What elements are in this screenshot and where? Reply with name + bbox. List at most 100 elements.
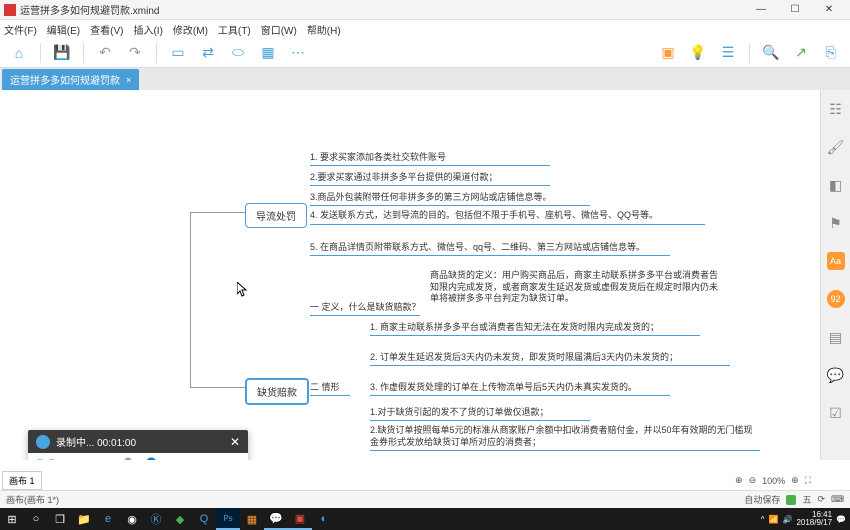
ps-icon[interactable]: Ps <box>216 508 240 530</box>
xmind-icon[interactable]: ▣ <box>288 508 312 530</box>
keyboard-icon[interactable]: ⌨ <box>831 494 844 505</box>
tray-up-icon[interactable]: ^ <box>761 515 765 524</box>
zoom-in-icon[interactable]: ⊕ <box>791 475 799 486</box>
menu-edit[interactable]: 编辑(E) <box>47 22 80 37</box>
app-icon-2[interactable]: ◆ <box>168 508 192 530</box>
zoom-control[interactable]: ⊕ ⊖ 100% ⊕ ⛶ <box>731 473 815 488</box>
recorder-status: 录制中... 00:01:00 <box>56 434 136 449</box>
tab-label: 运营拼多多如何规避罚款 <box>10 72 120 87</box>
subtopic-icon[interactable]: ⇄ <box>199 44 217 62</box>
screen-recorder-panel[interactable]: 录制中... 00:01:00 ✕ ❚❚ ■ . . . . 🎤 👤 ✎▾ <box>28 430 248 460</box>
topic-line[interactable]: 2.缺货订单按照每单5元的标准从商家账户余额中扣收消费者赔付金，并以50年有效期… <box>370 425 760 451</box>
pen-icon[interactable]: ✎▾ <box>170 457 189 460</box>
tray-date: 2018/9/17 <box>796 519 832 527</box>
app-icon-3[interactable]: Q <box>192 508 216 530</box>
zoom-fit-icon[interactable]: ⊕ <box>735 475 743 486</box>
start-button[interactable]: ⊞ <box>0 508 24 530</box>
app-icon-5[interactable]: ◐ <box>312 508 336 530</box>
recorder-close-icon[interactable]: ✕ <box>230 435 240 449</box>
node-daoliu[interactable]: 导流处罚 <box>245 203 307 228</box>
edge-icon[interactable]: e <box>96 508 120 530</box>
present-icon[interactable]: ▣ <box>659 44 677 62</box>
zoom-out-icon[interactable]: ⊖ <box>749 475 757 486</box>
idea-icon[interactable]: 💡 <box>689 44 707 62</box>
topic-line[interactable]: 2.要求买家通过非拼多多平台提供的渠道付款； <box>310 170 550 186</box>
tray-net-icon[interactable]: 📶 <box>769 515 779 524</box>
task-icon[interactable]: ☑ <box>827 404 845 422</box>
gantt-icon[interactable]: ☰ <box>719 44 737 62</box>
relationship-icon[interactable]: ⬭ <box>229 44 247 62</box>
menu-tools[interactable]: 工具(T) <box>218 22 251 37</box>
status-bar: 画布(画布 1*) 自动保存 五 ⟳ ⌨ <box>0 490 850 508</box>
flag-icon[interactable]: ⚑ <box>827 214 845 232</box>
icon-panel-icon[interactable]: Aa <box>827 252 845 270</box>
note-icon[interactable]: ▤ <box>827 328 845 346</box>
right-sidebar: ☷ 🖌 ◧ ⚑ Aa 92 ▤ 💬 ☑ <box>820 90 850 460</box>
camera-icon <box>36 435 50 449</box>
app-icon-4[interactable]: ▦ <box>240 508 264 530</box>
mouse-cursor <box>237 282 249 298</box>
maximize-button[interactable]: ☐ <box>778 0 812 20</box>
cortana-icon[interactable]: ○ <box>24 508 48 530</box>
app-icon-1[interactable]: Ⓚ <box>144 508 168 530</box>
taskview-icon[interactable]: ❐ <box>48 508 72 530</box>
pause-icon[interactable]: ❚❚ <box>34 457 57 460</box>
topic-line[interactable]: 1.对于缺货引起的发不了货的订单做仅退款； <box>370 405 590 421</box>
taskbar: ⊞ ○ ❐ 📁 e ◉ Ⓚ ◆ Q Ps ▦ 💬 ▣ ◐ ^ 📶 🔊 16:41… <box>0 508 850 530</box>
topic-line[interactable]: 3. 作虚假发货处理的订单在上传物流单号后5天内仍未真实发货的。 <box>370 380 670 396</box>
topic-icon[interactable]: ▭ <box>169 44 187 62</box>
tab-close-icon[interactable]: × <box>126 75 131 85</box>
fullscreen-icon[interactable]: ⛶ <box>805 475 811 486</box>
menu-help[interactable]: 帮助(H) <box>307 22 341 37</box>
topic-line[interactable]: 1. 要求买家添加各类社交软件账号 <box>310 150 550 166</box>
ime-icon[interactable] <box>786 495 796 505</box>
webcam-icon[interactable]: 👤 <box>143 457 160 460</box>
menu-insert[interactable]: 插入(I) <box>133 22 162 37</box>
comment-icon[interactable]: 💬 <box>827 366 845 384</box>
mic-icon[interactable]: 🎤 <box>115 457 132 460</box>
topic-line[interactable]: 3.商品外包装附带任何非拼多多的第三方网站或店铺信息等。 <box>310 190 590 206</box>
search-icon[interactable]: 🔍 <box>762 44 780 62</box>
wechat-icon[interactable]: 💬 <box>264 508 288 530</box>
undo-icon[interactable]: ↶ <box>96 44 114 62</box>
node-quehuo[interactable]: 缺货赔款 <box>245 378 309 405</box>
share-icon[interactable]: ↗ <box>792 44 810 62</box>
tray-vol-icon[interactable]: 🔊 <box>782 515 792 524</box>
topic-line[interactable]: 2. 订单发生延迟发货后3天内仍未发货，即发货时限届满后3天内仍未发货的； <box>370 350 730 366</box>
status-left: 画布(画布 1*) <box>6 493 59 506</box>
topic-line[interactable]: 4. 发送联系方式，达到导流的目的。包括但不限于手机号、座机号、微信号、QQ号等… <box>310 210 705 225</box>
minimize-button[interactable]: — <box>744 0 778 20</box>
redo-icon[interactable]: ↷ <box>126 44 144 62</box>
document-tab[interactable]: 运营拼多多如何规避罚款 × <box>2 69 139 90</box>
zoom-value: 100% <box>762 476 785 486</box>
menu-view[interactable]: 查看(V) <box>90 22 123 37</box>
export-icon[interactable]: ⎘ <box>822 44 840 62</box>
explorer-icon[interactable]: 📁 <box>72 508 96 530</box>
mindmap-canvas[interactable]: 导流处罚 1. 要求买家添加各类社交软件账号 2.要求买家通过非拼多多平台提供的… <box>0 90 820 460</box>
format-icon[interactable]: 🖌 <box>827 138 845 156</box>
topic-line[interactable]: 1. 商家主动联系拼多多平台或消费者告知无法在发货时限内完成发货的； <box>370 320 700 336</box>
marker-icon[interactable]: ◧ <box>827 176 845 194</box>
menu-file[interactable]: 文件(F) <box>4 22 37 37</box>
system-tray[interactable]: ^ 📶 🔊 16:41 2018/9/17 💬 <box>761 511 850 527</box>
stop-icon[interactable]: ■ <box>67 458 75 461</box>
menu-window[interactable]: 窗口(W) <box>261 22 297 37</box>
topic-text[interactable]: 商品缺货的定义：用户购买商品后，商家主动联系拼多多平台或消费者告知限内完成发货，… <box>430 270 720 305</box>
sync-icon[interactable]: ⟳ <box>817 494 825 505</box>
chrome-icon[interactable]: ◉ <box>120 508 144 530</box>
canvas-tab[interactable]: 画布 1 <box>2 471 42 490</box>
save-icon[interactable]: 💾 <box>53 44 71 62</box>
tab-bar: 运营拼多多如何规避罚款 × <box>0 68 850 90</box>
topic-line[interactable]: 5. 在商品详情页附带联系方式、微信号、qq号、二维码、第三方网站或店铺信息等。 <box>310 240 670 256</box>
notif-icon[interactable]: 💬 <box>836 515 846 524</box>
close-button[interactable]: ✕ <box>812 0 846 20</box>
home-icon[interactable]: ⌂ <box>10 44 28 62</box>
menu-modify[interactable]: 修改(M) <box>173 22 208 37</box>
topic-line[interactable]: 二 情形 <box>310 380 350 396</box>
menu-bar: 文件(F) 编辑(E) 查看(V) 插入(I) 修改(M) 工具(T) 窗口(W… <box>0 20 850 38</box>
outline-icon[interactable]: ☷ <box>827 100 845 118</box>
topic-line[interactable]: 一 定义，什么是缺货赔款？ <box>310 300 420 316</box>
badge-icon[interactable]: 92 <box>827 290 845 308</box>
more-icon[interactable]: ⋯ <box>289 44 307 62</box>
boundary-icon[interactable]: ▦ <box>259 44 277 62</box>
